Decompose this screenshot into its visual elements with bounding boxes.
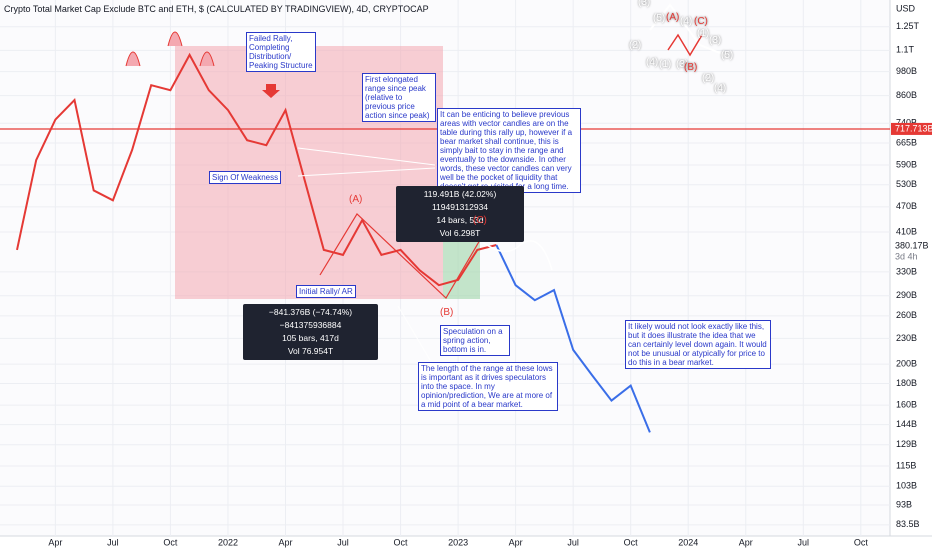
x-tick-label: Jul [337, 537, 349, 547]
measure-line: −841.376B (−74.74%) −841375936884 [268, 307, 353, 330]
arrow [262, 84, 280, 98]
annotation: Initial Rally/ AR [296, 285, 356, 298]
y-tick-label: 230B [896, 333, 917, 343]
unit-label: USD [896, 3, 916, 13]
y-tick-label: 180B [896, 378, 917, 388]
measure-line: Vol 6.298T [439, 228, 481, 238]
y-tick-label: 129B [896, 439, 917, 449]
y-tick-label: 200B [896, 358, 917, 368]
y-tick-label: 83.5B [896, 519, 920, 529]
measure-box: 119.491B (42.02%) 119491312934 14 bars, 5… [396, 186, 524, 242]
y-tick-label: 290B [896, 290, 917, 300]
y-tick-label: 260B [896, 310, 917, 320]
y-tick-label: 860B [896, 90, 917, 100]
x-tick-label: Oct [854, 537, 869, 547]
wave-diagram-label: (5) [721, 50, 734, 61]
y-tick-label: 103B [896, 481, 917, 491]
wave-diagram-label: (5) [653, 13, 666, 24]
y-tick-label: 1.1T [896, 45, 915, 55]
x-tick-label: Jul [107, 537, 119, 547]
x-tick-label: 2022 [218, 537, 238, 547]
y-tick-label: 980B [896, 66, 917, 76]
measure-line: 105 bars, 417d [282, 333, 339, 343]
wave-diagram-label: (4) [646, 57, 659, 68]
pointer [297, 147, 436, 177]
price-tag [891, 239, 932, 252]
wave-diagram-label: (C) [694, 16, 708, 27]
measure-line: 14 bars, 53d [436, 215, 484, 225]
x-tick-label: Jul [567, 537, 579, 547]
x-tick-label: Oct [163, 537, 178, 547]
price-tag-label: 717.713B [895, 123, 932, 133]
annotation: First elongated range since peak (relati… [362, 73, 436, 122]
price-tag-label: 380.17B [895, 240, 929, 250]
wave-diagram-label: (2) [629, 40, 642, 51]
x-tick-label: Jul [798, 537, 810, 547]
measure-box: −841.376B (−74.74%) −841375936884 105 bar… [243, 304, 378, 360]
x-tick-label: Oct [624, 537, 639, 547]
measure-box [443, 232, 480, 299]
y-tick-label: 590B [896, 159, 917, 169]
y-tick-label: 115B [896, 460, 916, 470]
wave-diagram-label: (4) [714, 83, 727, 94]
wave-diagram-label: (A) [666, 12, 680, 23]
projection-outline [479, 239, 553, 271]
annotation: It likely would not look exactly like th… [625, 320, 771, 369]
price-line [495, 244, 651, 433]
measure-line: Vol 76.954T [287, 346, 334, 356]
y-tick-label: 1.25T [896, 21, 920, 31]
price-tag [891, 122, 932, 135]
y-tick-label: 665B [896, 137, 917, 147]
header-title: Crypto Total Market Cap Exclude BTC and … [4, 4, 429, 14]
wave-diagram-label: (3) [638, 0, 651, 8]
wave-diagram-label: (4) [680, 16, 693, 27]
price-axis-bg [890, 0, 932, 550]
wave-diagram-label: (3) [676, 59, 689, 70]
annotation: Speculation on a spring action, bottom i… [440, 325, 510, 356]
annotation: It can be enticing to believe previous a… [437, 108, 581, 193]
x-tick-label: Apr [278, 537, 292, 547]
wave-label: (A) [349, 194, 363, 205]
annotation: Failed Rally, Completing Distribution/ P… [246, 32, 316, 72]
y-tick-label: 144B [896, 419, 917, 429]
y-tick-label: 470B [896, 201, 917, 211]
wave-lines [319, 213, 481, 299]
x-tick-label: 2024 [678, 537, 698, 547]
x-tick-label: Apr [509, 537, 523, 547]
measure-line: 119.491B (42.02%) 119491312934 [423, 189, 497, 212]
wave-diagram-label: (2) [702, 73, 715, 84]
y-tick-label: 330B [896, 266, 917, 276]
x-tick-label: Oct [394, 537, 409, 547]
y-tick-label: 160B [896, 400, 917, 410]
y-tick-label: 93B [896, 499, 912, 509]
countdown: 3d 4h [895, 251, 918, 261]
x-tick-label: Apr [739, 537, 753, 547]
wave-diagram-label: (1) [697, 28, 710, 39]
annotation: The length of the range at these lows is… [418, 362, 558, 411]
price-line [16, 52, 497, 287]
wave-diagram-label: (3) [709, 35, 722, 46]
wave-diagram-label: (B) [684, 62, 698, 73]
y-tick-label: 530B [896, 179, 917, 189]
pointer [397, 305, 431, 361]
y-tick-label: 740B [896, 118, 917, 128]
peak-arcs [125, 31, 215, 67]
wave-label: (B) [440, 307, 454, 318]
x-tick-label: 2023 [448, 537, 468, 547]
annotation: Sign Of Weakness [209, 171, 282, 184]
wave-label: (C) [473, 215, 487, 226]
wave-diagram-label: (1) [659, 59, 672, 70]
x-tick-label: Apr [48, 537, 62, 547]
y-tick-label: 410B [896, 226, 917, 236]
wave-diagram [667, 33, 703, 57]
